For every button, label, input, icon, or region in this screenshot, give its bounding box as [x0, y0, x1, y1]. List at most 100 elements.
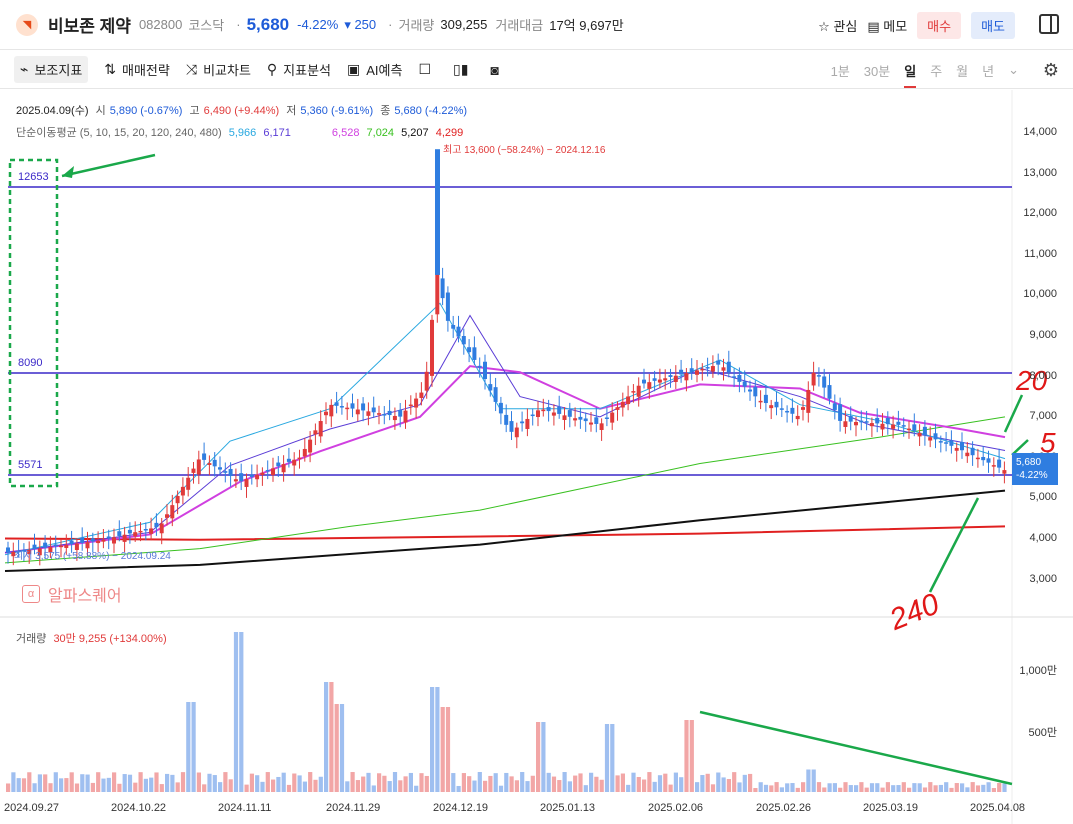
volume-bar	[710, 784, 716, 792]
volume-bar	[504, 772, 509, 792]
chevron-down-icon[interactable]: ⌄	[1008, 62, 1019, 77]
candle-type-button[interactable]: ▯▮	[453, 61, 474, 78]
volume-bar	[907, 787, 912, 792]
period-week[interactable]: 주	[930, 63, 943, 79]
candle-body	[170, 505, 175, 519]
volume-bar	[154, 772, 159, 792]
candle-body	[965, 452, 970, 457]
aux-indicator-button[interactable]: ⌁ 보조지표	[14, 56, 89, 83]
candle-body	[859, 420, 864, 423]
candle-body	[281, 464, 286, 473]
level-label-12653: 12653	[18, 171, 49, 183]
volume-bar	[345, 781, 350, 792]
volume-bar	[832, 783, 837, 792]
candle-body	[180, 486, 185, 496]
candle-body	[377, 413, 381, 415]
candle-body	[80, 537, 85, 543]
volume-bar	[695, 782, 700, 792]
volume-bar	[610, 724, 615, 792]
period-1m[interactable]: 1분	[830, 63, 850, 79]
price-chart[interactable]: 12653 8090 5571 최고 13,600 (−58.24%) − 20…	[0, 90, 1073, 824]
candle-body	[435, 272, 440, 315]
memo-button[interactable]: ▤ 메모	[867, 19, 908, 34]
volume-bar	[509, 776, 514, 792]
volume-bar	[790, 783, 795, 792]
volume-bar	[11, 772, 16, 792]
candle-body	[679, 369, 684, 375]
screenshot-button[interactable]: ◙	[490, 62, 504, 78]
gear-icon[interactable]: ⚙	[1042, 60, 1059, 80]
candle-body	[456, 326, 461, 337]
candle-body	[562, 415, 567, 420]
volume-bar	[567, 781, 572, 792]
volume-bar	[721, 777, 726, 792]
square-icon: ☐	[418, 61, 432, 77]
candle-body	[361, 403, 366, 411]
candle-body	[286, 458, 291, 462]
trade-strategy-button[interactable]: ⇅ 매매전략	[104, 61, 170, 78]
sell-button[interactable]: 매도	[971, 12, 1015, 39]
candle-body	[514, 427, 519, 438]
volume-bar	[377, 773, 382, 792]
candle-body	[1002, 470, 1007, 474]
period-selector: 1분 30분 일 주 월 년 ⌄	[831, 51, 1019, 89]
candle-body	[944, 442, 949, 444]
period-year[interactable]: 년	[982, 63, 995, 79]
buy-button[interactable]: 매수	[917, 12, 962, 39]
volume-bar	[573, 775, 578, 792]
candle-body	[96, 540, 101, 544]
ma120-line	[4, 416, 1006, 564]
volume-bar	[239, 632, 244, 792]
volume-bar	[822, 787, 827, 792]
candle-body	[244, 479, 249, 487]
volume-bar	[997, 782, 1002, 792]
volume-bar	[795, 787, 800, 792]
volume-bar	[207, 773, 212, 792]
current-price: 5,680	[246, 14, 290, 34]
candle-body	[271, 468, 275, 476]
volume-bar	[292, 773, 297, 792]
volume-bar	[53, 772, 58, 792]
volume-bar	[732, 772, 737, 792]
candle-body	[716, 360, 721, 365]
volume-bar	[700, 775, 705, 792]
candle-body	[355, 409, 360, 415]
volume-bar	[737, 782, 742, 792]
date-axis-label: 2025.03.19	[863, 802, 919, 814]
volume-bar	[382, 775, 387, 792]
volume-bar	[430, 687, 435, 792]
square-tool[interactable]: ☐	[418, 61, 437, 78]
volume-bar	[175, 782, 180, 792]
period-30m[interactable]: 30분	[863, 63, 891, 79]
volume-bar	[742, 774, 747, 792]
compare-chart-button[interactable]: ⤨ 비교차트	[185, 61, 251, 78]
indicator-analysis-button[interactable]: ⚲ 지표분석	[266, 61, 332, 78]
candle-body	[509, 421, 514, 432]
candle-body	[997, 459, 1002, 468]
candle-body	[732, 376, 737, 378]
period-day[interactable]: 일	[904, 61, 917, 88]
candle-body	[848, 415, 853, 422]
candle-body	[159, 523, 164, 534]
candle-body	[689, 368, 694, 372]
watch-button[interactable]: ☆ 관심	[818, 19, 858, 34]
ohlc-info: 2025.04.09(수) 시 5,890 (-0.67%) 고 6,490 (+9…	[16, 105, 468, 117]
green-arrowhead-1	[62, 166, 74, 178]
candle-body	[106, 536, 111, 539]
volume-bar	[265, 772, 270, 792]
volume-bar	[21, 778, 27, 792]
chart-toolbar: ⌁ 보조지표 ⇅ 매매전략 ⤨ 비교차트 ⚲ 지표분석 ▣ AI예측 ☐ ▯▮ ◙ 1분 …	[0, 51, 1073, 89]
volume-bar	[689, 720, 694, 792]
volume-bar	[64, 778, 69, 792]
volume-bar	[302, 781, 307, 792]
candle-body	[472, 347, 477, 360]
volume-bar	[202, 784, 207, 792]
candle-body	[445, 292, 450, 321]
ai-predict-button[interactable]: ▣ AI예측	[347, 61, 403, 78]
panel-toggle-icon[interactable]	[1039, 14, 1059, 34]
green-arrow-4	[928, 497, 980, 593]
volume-bar	[112, 772, 117, 792]
period-month[interactable]: 월	[956, 63, 969, 79]
volume-bar	[933, 785, 938, 792]
volume-bar	[599, 779, 604, 792]
